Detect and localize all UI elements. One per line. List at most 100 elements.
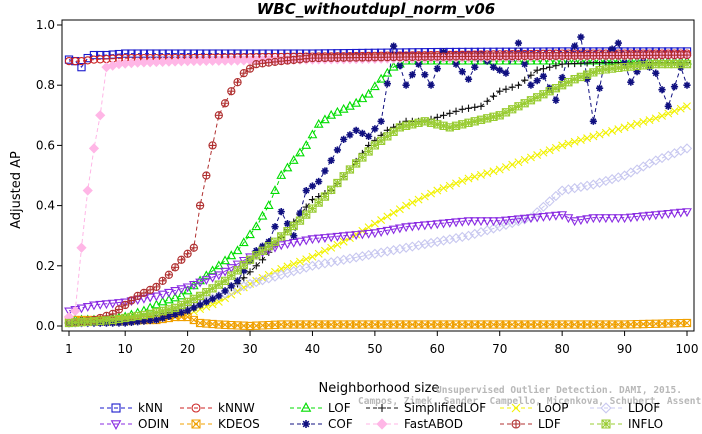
data-point xyxy=(388,225,399,235)
y-tick-label: 0.0 xyxy=(36,319,55,333)
data-point xyxy=(489,63,498,71)
data-point xyxy=(188,281,199,290)
data-point xyxy=(277,264,286,273)
data-point xyxy=(570,137,579,146)
data-point xyxy=(446,109,454,117)
data-point xyxy=(127,49,136,58)
data-point xyxy=(464,104,473,112)
data-point xyxy=(651,114,660,123)
data-point xyxy=(364,147,373,156)
data-point xyxy=(464,75,473,83)
data-point xyxy=(526,153,535,162)
data-point xyxy=(395,205,404,214)
data-point xyxy=(157,296,168,306)
data-point xyxy=(614,63,623,73)
data-point xyxy=(676,104,685,113)
data-point xyxy=(301,139,312,149)
data-point xyxy=(494,217,505,227)
data-point xyxy=(675,208,686,218)
data-point xyxy=(370,141,380,150)
legend-label: FastABOD xyxy=(404,417,463,431)
data-point xyxy=(76,242,87,253)
data-point xyxy=(458,105,466,113)
data-point xyxy=(289,221,298,231)
data-point xyxy=(276,170,287,179)
data-point xyxy=(108,315,117,325)
data-point xyxy=(201,276,212,286)
data-point xyxy=(508,83,516,91)
data-point xyxy=(233,266,242,275)
data-point xyxy=(283,262,292,271)
data-point xyxy=(101,300,112,310)
data-point xyxy=(639,61,648,70)
data-point xyxy=(77,62,86,72)
data-point xyxy=(313,118,324,128)
data-point xyxy=(408,71,416,79)
legend-marker xyxy=(600,402,612,414)
data-point xyxy=(438,219,449,229)
legend-label: SimplifiedLOF xyxy=(404,401,486,415)
data-point xyxy=(121,319,129,327)
data-point xyxy=(501,108,511,117)
data-point xyxy=(370,219,379,228)
series-kdeos xyxy=(64,312,692,331)
data-point xyxy=(433,113,441,121)
data-point xyxy=(564,139,573,148)
data-point xyxy=(121,49,130,58)
data-point xyxy=(607,64,617,73)
data-point xyxy=(264,242,273,251)
data-point xyxy=(202,171,211,180)
data-point xyxy=(601,65,610,74)
data-point xyxy=(176,285,187,295)
data-point xyxy=(483,114,492,123)
data-point xyxy=(489,167,498,176)
data-point xyxy=(170,303,180,313)
data-point xyxy=(427,189,436,198)
data-point xyxy=(382,226,393,236)
data-point xyxy=(252,247,260,255)
series-inflo xyxy=(64,59,692,328)
data-point xyxy=(114,305,124,314)
data-point xyxy=(414,60,423,68)
data-point xyxy=(177,309,185,317)
data-point xyxy=(152,308,161,317)
data-point xyxy=(589,68,598,77)
x-tick-label: 80 xyxy=(555,342,570,356)
data-point xyxy=(527,71,535,79)
data-point xyxy=(551,143,560,152)
data-point xyxy=(408,198,417,207)
data-point xyxy=(471,63,479,71)
data-point xyxy=(333,240,342,249)
data-point xyxy=(288,154,299,164)
data-point xyxy=(232,260,243,270)
data-point xyxy=(96,55,105,64)
legend-label: LoOP xyxy=(538,401,569,415)
data-point xyxy=(340,135,348,143)
data-point xyxy=(583,134,592,143)
data-point xyxy=(608,45,616,53)
data-point xyxy=(134,318,142,326)
data-point xyxy=(533,66,541,74)
data-point xyxy=(183,297,192,307)
data-point xyxy=(376,136,386,146)
x-tick-label: 20 xyxy=(180,342,195,356)
data-point xyxy=(233,78,242,87)
data-point xyxy=(313,234,324,244)
data-point xyxy=(458,120,467,129)
data-point xyxy=(502,85,510,93)
data-point xyxy=(265,238,273,246)
data-point xyxy=(195,291,205,301)
data-point xyxy=(463,217,474,227)
data-point xyxy=(351,97,362,107)
data-point xyxy=(682,59,692,69)
data-point xyxy=(333,146,342,154)
data-point xyxy=(657,210,667,220)
data-point xyxy=(633,68,641,76)
data-point xyxy=(70,305,81,317)
data-point xyxy=(152,316,160,324)
data-point xyxy=(652,69,660,77)
data-point xyxy=(171,310,179,319)
legend-marker xyxy=(511,419,521,429)
data-point xyxy=(514,158,523,167)
data-point xyxy=(88,143,100,154)
